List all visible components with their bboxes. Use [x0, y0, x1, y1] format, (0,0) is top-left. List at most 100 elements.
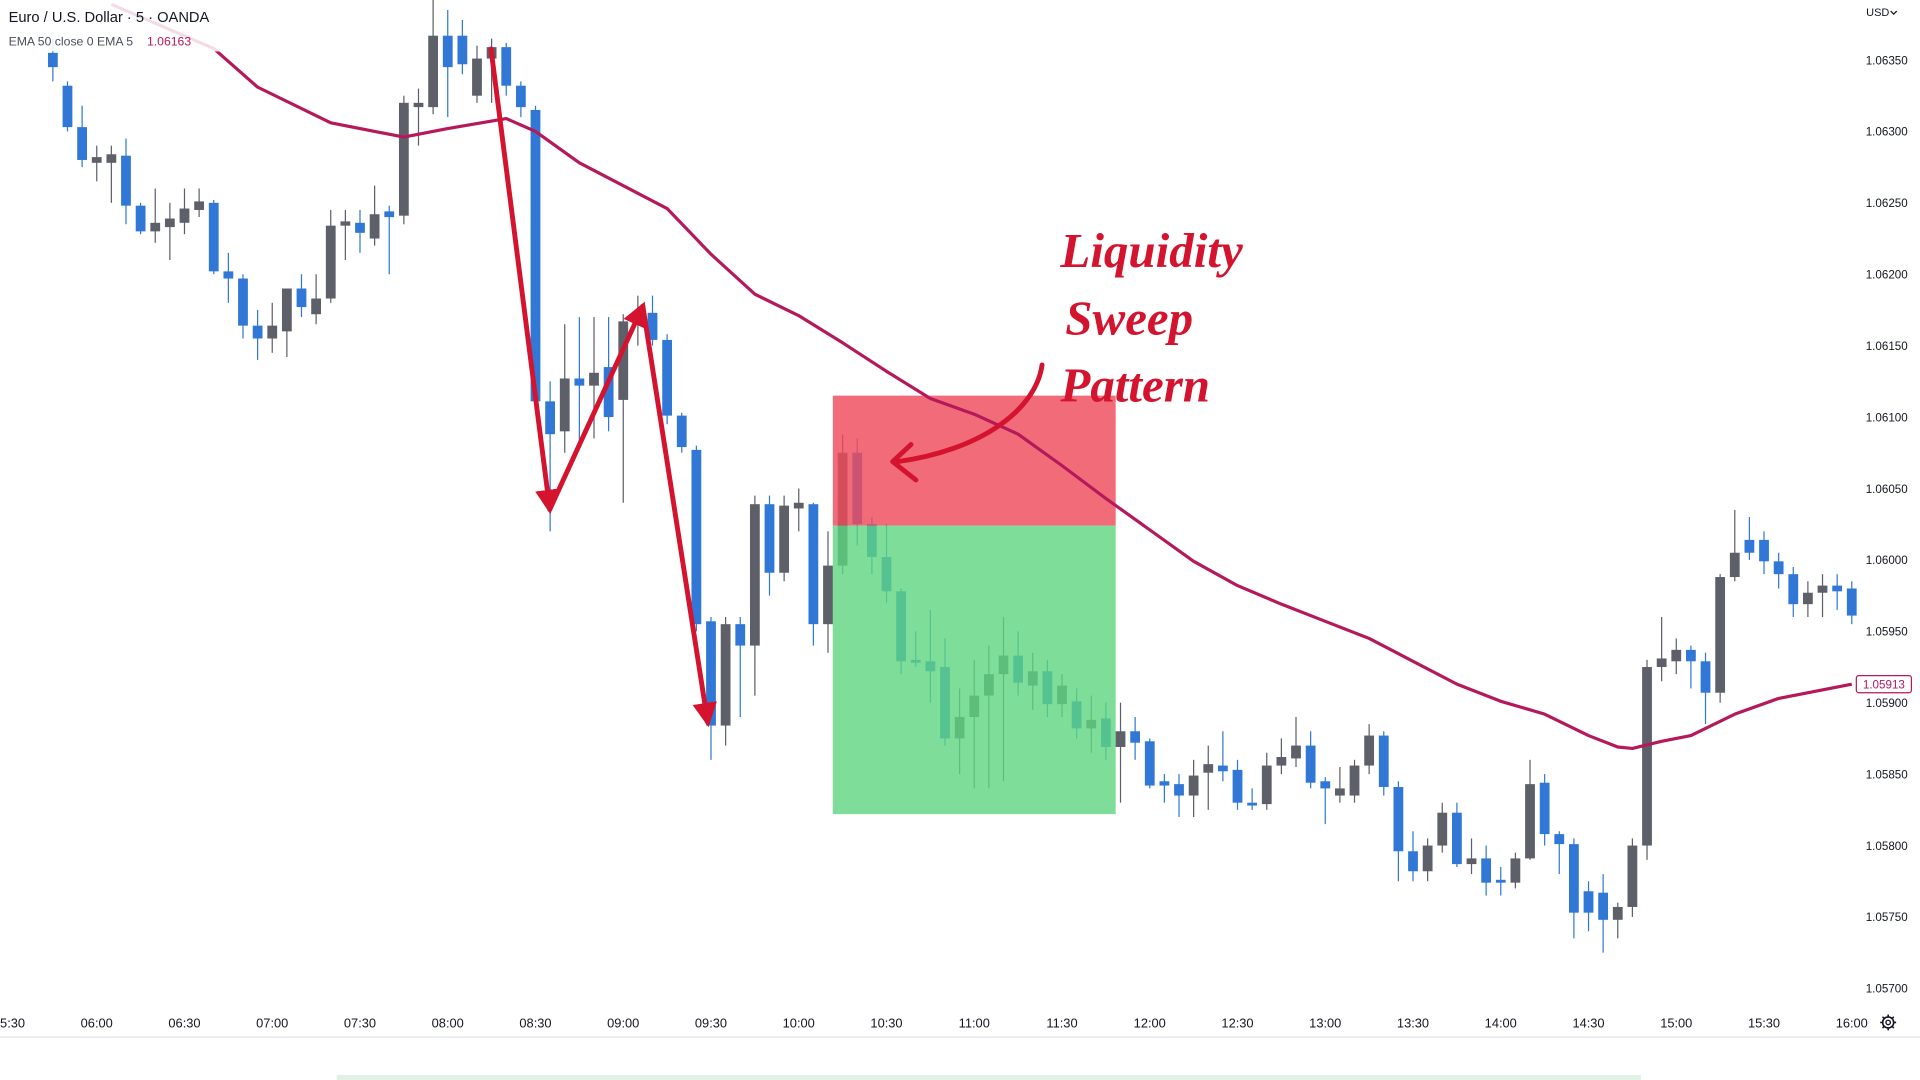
y-tick-label: 1.06350	[1866, 54, 1909, 67]
candle-body	[1320, 781, 1331, 789]
candle-body	[823, 565, 833, 625]
candle-body	[1349, 765, 1360, 796]
candle-body	[1261, 765, 1272, 805]
y-tick-label: 1.06300	[1866, 126, 1909, 139]
y-tick-label: 1.06050	[1866, 483, 1909, 496]
currency-dropdown[interactable]	[1890, 10, 1898, 15]
currency-label[interactable]: USD	[1866, 7, 1889, 19]
candle-body	[1232, 769, 1243, 803]
x-tick-label: 11:30	[1046, 1015, 1077, 1030]
x-tick-label: 12:00	[1134, 1015, 1166, 1030]
candle-body	[1685, 649, 1696, 662]
candle-body	[1188, 775, 1199, 796]
target-zone	[832, 525, 1116, 815]
x-tick-label: 06:00	[81, 1015, 113, 1030]
last-value-tag	[1855, 674, 1913, 694]
candle-body	[1203, 764, 1214, 773]
y-tick-label: 1.06000	[1866, 554, 1909, 567]
candle-body	[618, 321, 629, 400]
candle-body	[574, 378, 585, 386]
candle-body	[1451, 812, 1462, 865]
candle-body	[340, 221, 351, 226]
candle-body	[369, 214, 380, 239]
candle-body	[296, 288, 307, 308]
candle-body	[208, 202, 219, 272]
x-tick-label: 15:30	[1748, 1015, 1780, 1030]
candle-body	[135, 205, 146, 232]
candle-body	[1759, 539, 1769, 562]
candle-body	[603, 367, 614, 418]
x-tick-label: 12:30	[1221, 1015, 1253, 1030]
x-tick-label: 09:30	[695, 1015, 727, 1030]
candle-body	[91, 157, 102, 163]
candle-body	[1408, 851, 1418, 872]
candle-body	[1247, 802, 1258, 806]
annotation-layer: Liquidity Sweep Pattern	[488, 46, 1243, 728]
candle-body	[1378, 735, 1389, 787]
x-tick-label: 13:30	[1397, 1015, 1429, 1030]
candle-body	[150, 222, 161, 232]
candle-body	[121, 155, 131, 206]
candle-body	[647, 312, 658, 340]
candle-body	[662, 339, 673, 416]
candle-body	[1715, 577, 1726, 693]
annotation-text: Pattern	[1059, 358, 1210, 413]
candle-body	[223, 271, 234, 279]
candle-body	[545, 401, 556, 435]
candle-body	[106, 154, 117, 163]
x-tick-label: 05:30	[0, 1015, 25, 1030]
candle-body	[720, 624, 731, 726]
candle-body	[589, 372, 599, 386]
candle-body	[398, 102, 409, 216]
candle-body	[1642, 667, 1652, 846]
candle-body	[749, 504, 760, 646]
arrow	[640, 303, 717, 728]
candle-body	[501, 47, 512, 86]
candle-body	[311, 298, 322, 315]
candle-body	[1466, 858, 1477, 865]
arrow	[547, 301, 646, 512]
indicator-value: 1.06163	[147, 34, 191, 48]
candle-body	[1481, 858, 1492, 883]
candle-body	[735, 624, 746, 646]
scrollbar[interactable]	[336, 1075, 1641, 1080]
x-tick-label: 10:00	[783, 1015, 815, 1030]
settings-icon[interactable]	[1880, 1014, 1897, 1031]
candle-body	[1700, 661, 1711, 693]
symbol-title: Euro / U.S. Dollar · 5 · OANDA	[9, 10, 210, 26]
x-tick-label: 16:00	[1836, 1015, 1868, 1030]
plot-area	[47, 0, 1857, 953]
candle-body	[1130, 731, 1141, 743]
candle-body	[238, 278, 248, 326]
candle-body	[808, 504, 819, 625]
candle-body	[384, 211, 395, 218]
candle-body	[1744, 539, 1755, 553]
y-tick-label: 1.06200	[1866, 269, 1909, 282]
candle-body	[457, 35, 468, 65]
candle-body	[472, 58, 482, 96]
candle-body	[793, 502, 804, 509]
candle-body	[1305, 745, 1316, 783]
last-value-label: 1.05913	[1863, 678, 1905, 691]
candle-body	[47, 52, 58, 68]
candle-body	[1802, 592, 1813, 605]
curved-arrow	[895, 362, 1045, 465]
candle-body	[1627, 845, 1638, 907]
y-tick-label: 1.05950	[1866, 626, 1909, 639]
candle-body	[1291, 745, 1301, 759]
x-tick-label: 09:00	[607, 1015, 639, 1030]
candle-body	[1364, 735, 1375, 766]
candle-body	[691, 449, 702, 625]
candle-body	[1539, 782, 1550, 835]
candle-body	[1510, 858, 1521, 883]
x-tick-label: 08:30	[519, 1015, 551, 1030]
x-tick-label: 07:00	[256, 1015, 288, 1030]
candle-body	[194, 201, 205, 210]
x-tick-label: 14:00	[1485, 1015, 1517, 1030]
x-tick-label: 07:30	[344, 1015, 376, 1030]
x-tick-label: 13:00	[1309, 1015, 1341, 1030]
candle-body	[779, 505, 790, 573]
x-tick-label: 15:00	[1660, 1015, 1692, 1030]
